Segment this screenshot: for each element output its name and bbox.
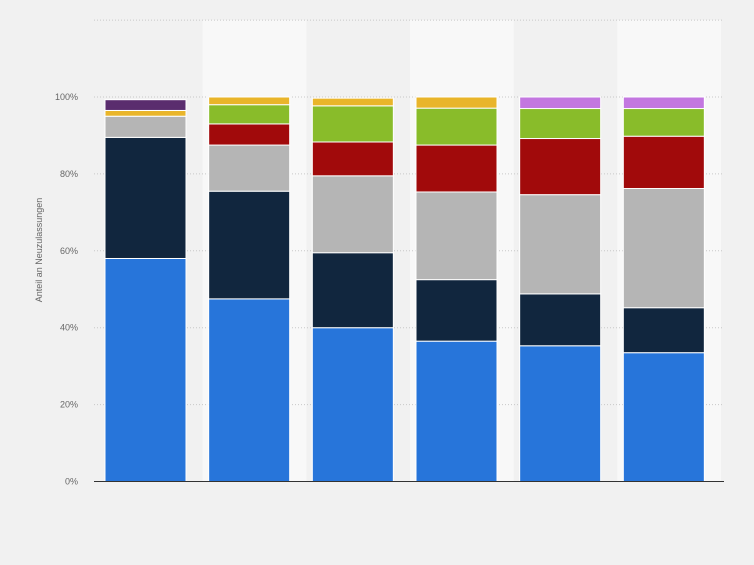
bar-segment[interactable] xyxy=(622,307,705,354)
bar-segment[interactable] xyxy=(415,96,498,109)
bar-segment[interactable] xyxy=(104,109,187,117)
y-tick-label: 80% xyxy=(60,169,78,179)
y-tick-label: 40% xyxy=(60,323,78,333)
bar-segment[interactable] xyxy=(208,298,291,482)
y-axis-label: Anteil an Neuzulassungen xyxy=(34,198,44,303)
bars xyxy=(104,96,705,483)
bar-segment[interactable] xyxy=(415,279,498,342)
bar-segment[interactable] xyxy=(208,190,291,300)
y-tick-labels: 0% 20% 40% 60% 80% 100% xyxy=(55,92,78,487)
y-tick-label: 20% xyxy=(60,400,78,410)
bar-segment[interactable] xyxy=(311,141,394,177)
bar-segment[interactable] xyxy=(415,191,498,281)
bar-segment[interactable] xyxy=(622,108,705,137)
bar-segment[interactable] xyxy=(622,96,705,110)
bar-segment[interactable] xyxy=(622,188,705,309)
bar-segment[interactable] xyxy=(104,136,187,259)
bar-segment[interactable] xyxy=(311,175,394,254)
bar-segment[interactable] xyxy=(519,96,602,110)
bar-segment[interactable] xyxy=(519,293,602,347)
bar-segment[interactable] xyxy=(519,138,602,196)
bar-segment[interactable] xyxy=(519,194,602,295)
bar-segment[interactable] xyxy=(519,345,602,483)
bar-segment[interactable] xyxy=(415,340,498,482)
bar-segment[interactable] xyxy=(208,123,291,146)
bar-segment[interactable] xyxy=(311,105,394,143)
bar-segment[interactable] xyxy=(622,352,705,482)
bar-segment[interactable] xyxy=(208,104,291,125)
bar-segment[interactable] xyxy=(104,99,187,111)
bar-segment[interactable] xyxy=(311,252,394,329)
bar-segment[interactable] xyxy=(415,144,498,193)
gridlines xyxy=(94,19,724,406)
bar-segment[interactable] xyxy=(622,135,705,190)
y-tick-label: 100% xyxy=(55,92,78,102)
y-tick-label: 60% xyxy=(60,246,78,256)
bar-segment[interactable] xyxy=(104,257,187,482)
bar-segment[interactable] xyxy=(519,108,602,140)
bar-segment[interactable] xyxy=(311,97,394,107)
y-tick-label: 0% xyxy=(65,477,78,487)
bar-segment[interactable] xyxy=(415,107,498,146)
bar-segment[interactable] xyxy=(208,144,291,192)
bar-segment[interactable] xyxy=(208,96,291,106)
bar-segment[interactable] xyxy=(104,115,187,138)
bar-segment[interactable] xyxy=(311,327,394,483)
